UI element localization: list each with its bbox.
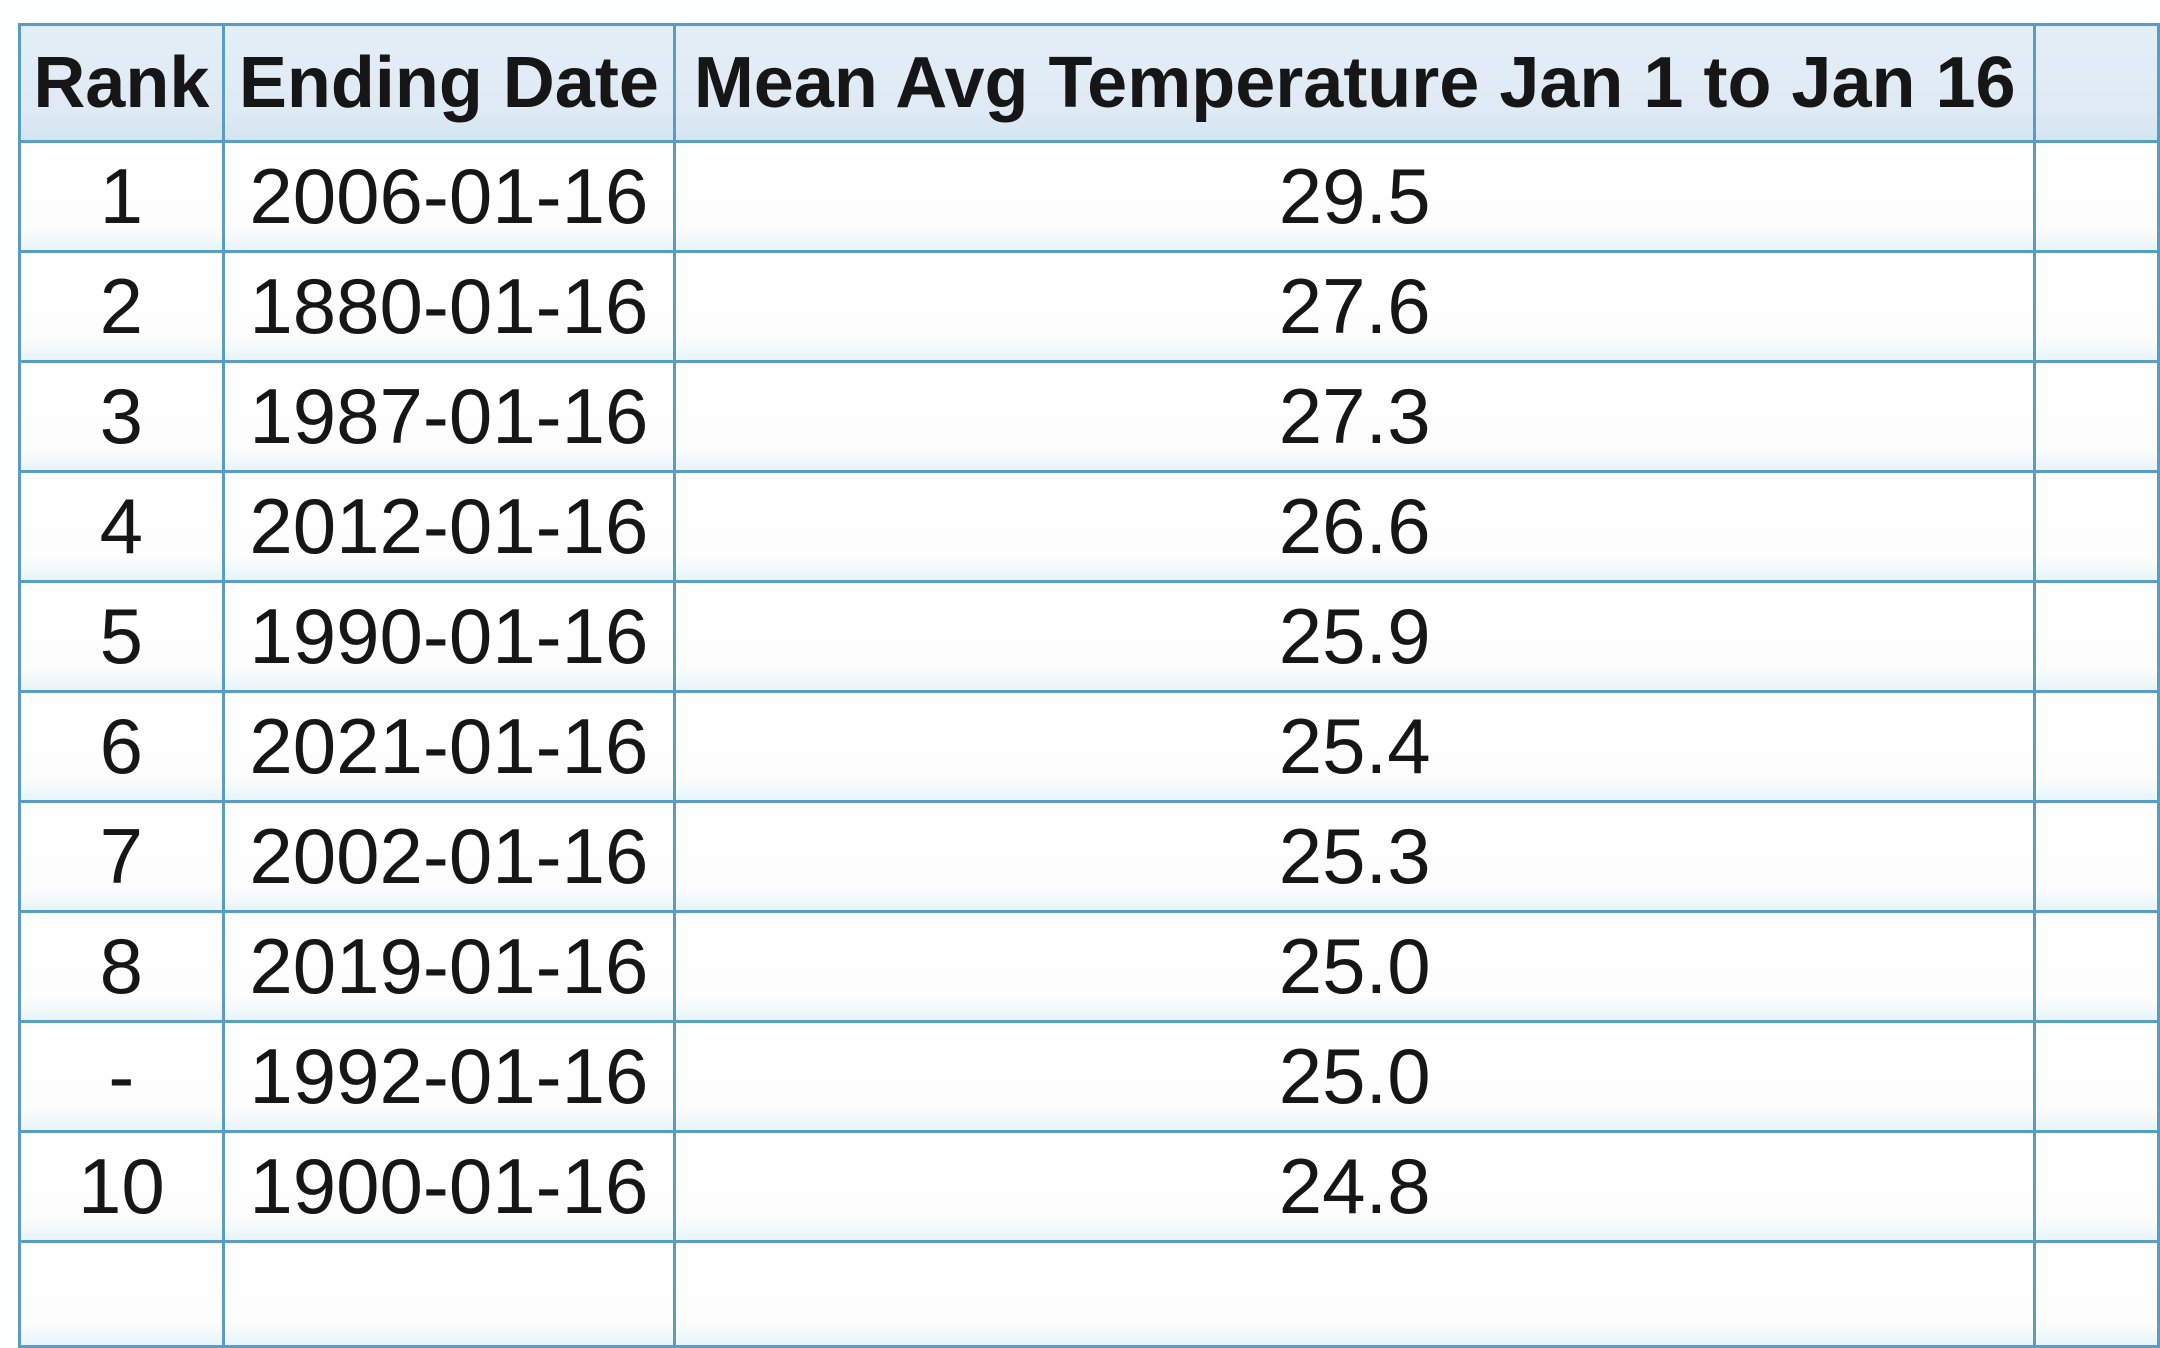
- date-cell: 1990-01-16: [221, 580, 677, 693]
- header-row: Rank Ending Date Mean Avg Temperature Ja…: [18, 23, 2160, 143]
- temp-cell: [672, 1240, 2037, 1348]
- temp-cell: 24.8: [672, 1130, 2037, 1243]
- cutoff-bottom-row: [18, 1240, 2160, 1348]
- rank-column-header: Rank: [18, 23, 225, 143]
- table-row: 5 1990-01-16 25.9: [18, 580, 2160, 693]
- cutoff-cell: [2033, 690, 2160, 803]
- cutoff-cell: [2033, 580, 2160, 693]
- rank-cell: 8: [18, 910, 225, 1023]
- rank-cell: 10: [18, 1130, 225, 1243]
- cutoff-cell: [2033, 1240, 2160, 1348]
- temp-cell: 25.0: [672, 1020, 2037, 1133]
- date-cell: 2012-01-16: [221, 470, 677, 583]
- cutoff-cell: [2033, 910, 2160, 1023]
- date-cell: 2019-01-16: [221, 910, 677, 1023]
- temp-cell: 29.5: [672, 140, 2037, 253]
- rank-cell: 3: [18, 360, 225, 473]
- table-row: 10 1900-01-16 24.8: [18, 1130, 2160, 1243]
- rank-cell: 1: [18, 140, 225, 253]
- mean-avg-temperature-column-header: Mean Avg Temperature Jan 1 to Jan 16: [672, 23, 2037, 143]
- date-cell: 2021-01-16: [221, 690, 677, 803]
- table-row: 8 2019-01-16 25.0: [18, 910, 2160, 1023]
- temp-cell: 25.4: [672, 690, 2037, 803]
- rank-cell: 6: [18, 690, 225, 803]
- date-cell: 1880-01-16: [221, 250, 677, 363]
- temp-cell: 26.6: [672, 470, 2037, 583]
- date-cell: 1900-01-16: [221, 1130, 677, 1243]
- cutoff-column-header: [2033, 23, 2160, 143]
- date-cell: [221, 1240, 677, 1348]
- ending-date-column-header: Ending Date: [221, 23, 677, 143]
- temp-cell: 25.0: [672, 910, 2037, 1023]
- cutoff-cell: [2033, 140, 2160, 253]
- rank-cell: 7: [18, 800, 225, 913]
- cutoff-cell: [2033, 250, 2160, 363]
- cutoff-cell: [2033, 360, 2160, 473]
- temp-cell: 25.3: [672, 800, 2037, 913]
- rank-cell: [18, 1240, 225, 1348]
- table-row: 2 1880-01-16 27.6: [18, 250, 2160, 363]
- date-cell: 2002-01-16: [221, 800, 677, 913]
- cutoff-cell: [2033, 470, 2160, 583]
- table-row: - 1992-01-16 25.0: [18, 1020, 2160, 1133]
- rank-cell: 5: [18, 580, 225, 693]
- table-row: 3 1987-01-16 27.3: [18, 360, 2160, 473]
- temp-cell: 27.3: [672, 360, 2037, 473]
- table-row: 1 2006-01-16 29.5: [18, 140, 2160, 253]
- cutoff-cell: [2033, 800, 2160, 913]
- table-row: 7 2002-01-16 25.3: [18, 800, 2160, 913]
- rank-cell: 2: [18, 250, 225, 363]
- rank-cell: 4: [18, 470, 225, 583]
- date-cell: 2006-01-16: [221, 140, 677, 253]
- cutoff-cell: [2033, 1130, 2160, 1243]
- temp-cell: 25.9: [672, 580, 2037, 693]
- temperature-records-table: Rank Ending Date Mean Avg Temperature Ja…: [18, 23, 2160, 1348]
- cutoff-cell: [2033, 1020, 2160, 1133]
- date-cell: 1987-01-16: [221, 360, 677, 473]
- table-row: 4 2012-01-16 26.6: [18, 470, 2160, 583]
- table-row: 6 2021-01-16 25.4: [18, 690, 2160, 803]
- rank-cell: -: [18, 1020, 225, 1133]
- date-cell: 1992-01-16: [221, 1020, 677, 1133]
- temp-cell: 27.6: [672, 250, 2037, 363]
